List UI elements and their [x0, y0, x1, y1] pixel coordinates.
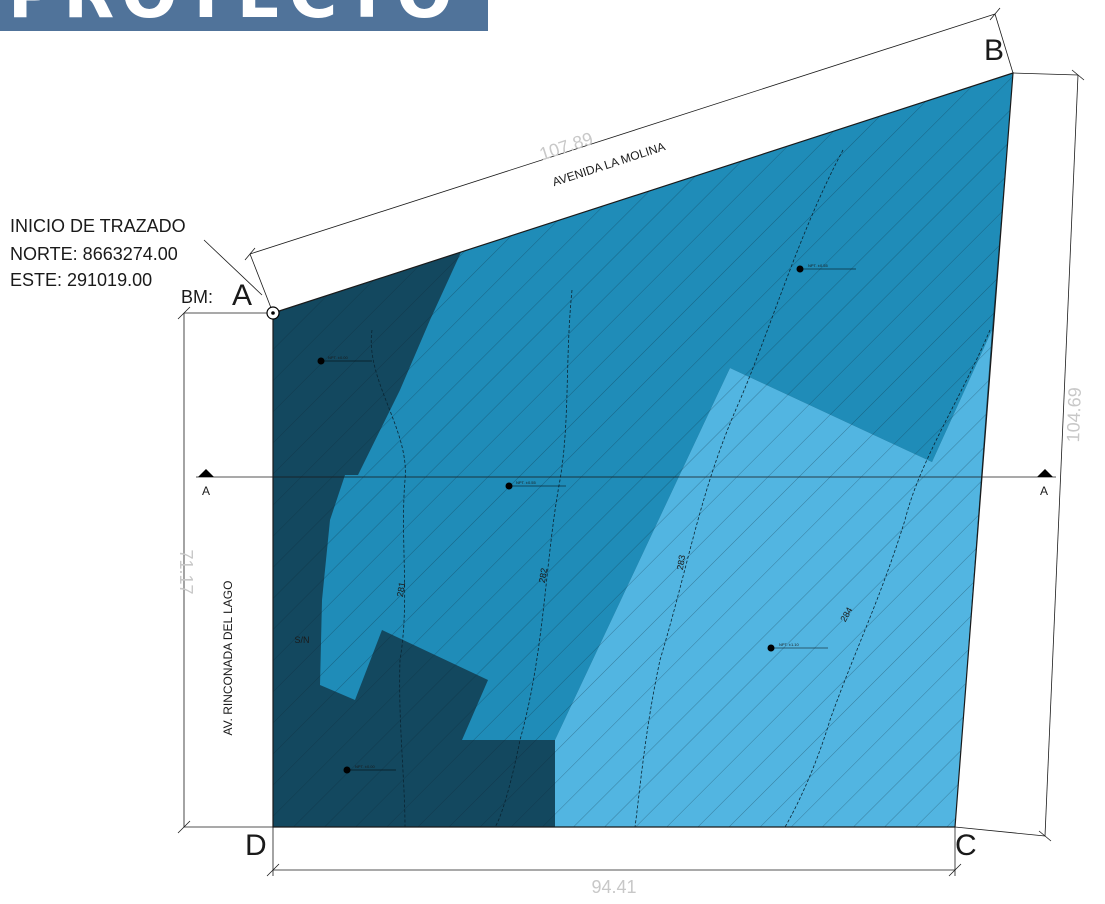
section-label-left: A — [202, 484, 210, 498]
contour-label-281: 281 — [395, 581, 407, 598]
section-arrow-right — [1037, 469, 1053, 477]
level-mark: NPT. ±0.55 — [796, 263, 856, 273]
section-arrow-left — [198, 469, 214, 477]
dim-bc-ext-c — [954, 826, 1046, 837]
vertex-a-label: A — [232, 279, 253, 312]
benchmark-center — [271, 311, 275, 315]
contour-label-282: 282 — [537, 567, 549, 584]
start-east: ESTE: 291019.00 — [10, 270, 153, 290]
level-mark-text: NPT. ±0.55 — [516, 480, 537, 485]
dim-ab-tick-a — [244, 247, 256, 261]
dim-bc-ext-b — [1012, 72, 1079, 76]
hatch-pattern — [273, 73, 1013, 827]
dim-da-tick-a — [177, 306, 191, 320]
contour-282-line — [494, 289, 573, 827]
street-west-label: AV. RINCONADA DEL LAGO — [221, 581, 235, 736]
dim-ab-ext-a — [249, 253, 274, 314]
dim-cd-value: 94.41 — [591, 877, 636, 897]
project-banner: PROYECTO — [0, 0, 488, 31]
dim-da-tick-d — [177, 820, 191, 834]
start-leader-line — [203, 239, 263, 296]
level-mark: NPT. ±0.00 — [343, 764, 396, 774]
level-mark: NPT. ±0.00 — [317, 355, 372, 365]
contour-283-line — [634, 149, 844, 827]
bm-label: BM: — [181, 287, 214, 307]
start-title: INICIO DE TRAZADO — [10, 216, 186, 236]
vertex-d-label: D — [245, 829, 267, 862]
dimension-lines — [177, 7, 1085, 877]
dim-ab-line — [249, 13, 996, 255]
vertex-b-label: B — [984, 34, 1005, 67]
dim-bc-tick-c — [1038, 830, 1052, 842]
lot-fill — [273, 73, 1013, 827]
start-north: NORTE: 8663274.00 — [10, 244, 178, 264]
level-mark-text: NPT. ±0.00 — [328, 355, 349, 360]
dim-ab-value: 107.89 — [537, 128, 596, 164]
level-mark-text: NPT. ±0.00 — [355, 764, 376, 769]
level-mark: NPT. ±0.55 — [505, 480, 566, 490]
level-mark-text: NPT. ±0.55 — [808, 263, 829, 268]
dim-da-value: 71.17 — [176, 549, 196, 594]
level-mark-text: NPT. ±1.10 — [779, 642, 800, 647]
contour-label-283: 283 — [675, 554, 687, 571]
dim-ab-tick-b — [989, 7, 1001, 21]
dim-cd-tick-c — [948, 863, 962, 877]
level-mark: NPT. ±1.10 — [767, 642, 828, 652]
zone-label: S/N — [294, 635, 309, 645]
dim-ab-ext-b — [994, 13, 1014, 74]
dim-bc-value: 104.69 — [1063, 387, 1085, 443]
section-label-right: A — [1040, 484, 1048, 498]
contour-284-line — [784, 329, 991, 827]
dim-bc-tick-b — [1071, 69, 1085, 81]
vertex-c-label: C — [955, 829, 977, 862]
contour-281-line — [370, 329, 406, 827]
banner-text: PROYECTO — [8, 0, 459, 31]
dim-cd-tick-d — [266, 863, 280, 877]
dim-bc-line — [1044, 74, 1079, 837]
